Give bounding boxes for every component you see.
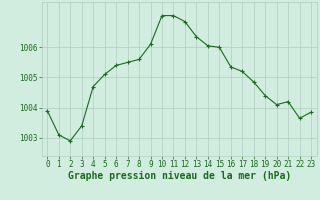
X-axis label: Graphe pression niveau de la mer (hPa): Graphe pression niveau de la mer (hPa) [68,171,291,181]
